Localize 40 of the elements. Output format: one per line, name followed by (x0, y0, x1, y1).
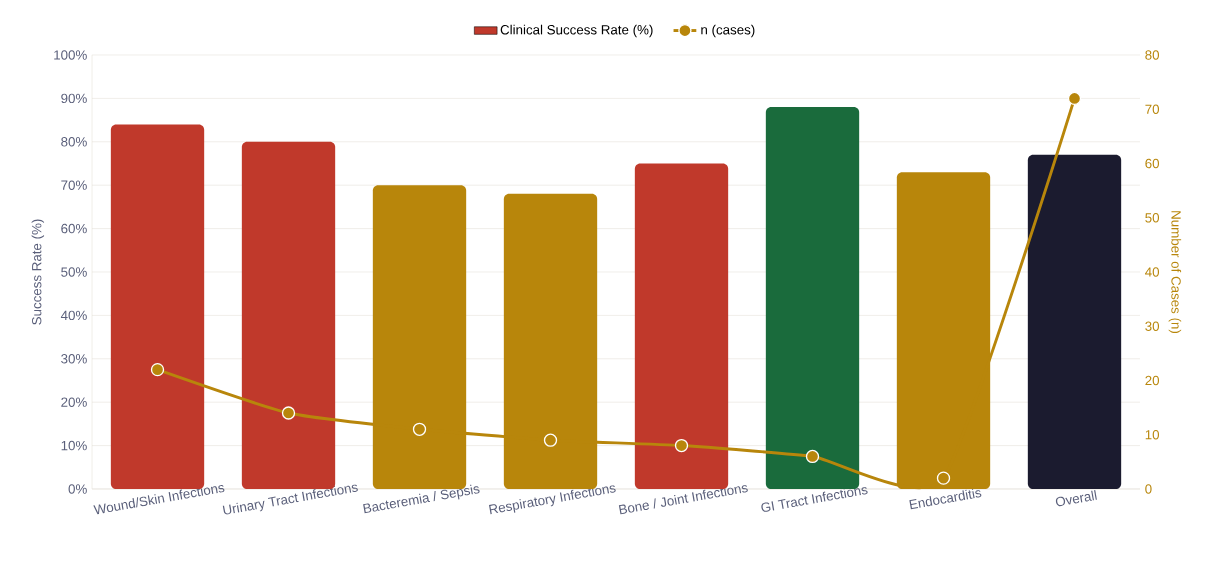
bar (765, 107, 860, 489)
x-tick-label: Respiratory Infections (488, 485, 616, 515)
y-tick-label: 80% (61, 137, 87, 147)
y2-tick-label: 40 (1145, 267, 1160, 277)
legend-label: n (cases) (701, 24, 755, 38)
point (1067, 91, 1082, 106)
y2-tick-label: 70 (1145, 104, 1160, 114)
y-axis-title: Success Rate (%) (31, 219, 45, 325)
point (936, 471, 951, 485)
y-tick-label: 20% (61, 397, 87, 407)
y-tick-label: 60% (61, 223, 87, 234)
y-tick-label: 100% (54, 50, 87, 60)
y2-tick-label: 30 (1145, 321, 1160, 331)
y2-tick-label: 0 (1145, 484, 1152, 494)
x-tick-label: Overall (1055, 490, 1097, 507)
y2-tick-label: 10 (1145, 430, 1160, 440)
x-tick-label: Bone / Joint Infections (618, 485, 748, 515)
x-tick-label: Endocarditis (909, 488, 982, 510)
y2-tick-label: 60 (1145, 158, 1160, 169)
y2-tick-label: 50 (1145, 213, 1160, 223)
y2-axis-title: Number of Cases (n) (1168, 211, 1182, 334)
y-tick-label: 90% (61, 93, 87, 104)
point (281, 406, 296, 420)
point (805, 449, 820, 464)
y-tick-label: 30% (61, 354, 87, 364)
y2-tick-label: 20 (1145, 375, 1160, 386)
y-tick-label: 70% (61, 180, 87, 190)
legend-label: Clinical Success Rate (%) (500, 24, 653, 38)
x-tick-label: Bacteremia / Sepsis (363, 484, 480, 514)
point (674, 438, 689, 453)
y-tick-label: 10% (61, 440, 87, 451)
y-tick-label: 40% (60, 310, 87, 321)
point (543, 433, 558, 447)
y-tick-label: 50% (61, 267, 87, 277)
y2-tick-label: 80 (1145, 50, 1160, 60)
bar (1027, 154, 1122, 489)
point (412, 422, 427, 436)
x-tick-label: GI Tract Infections (761, 487, 868, 512)
y-tick-label: 0% (68, 484, 87, 494)
point (150, 362, 165, 377)
